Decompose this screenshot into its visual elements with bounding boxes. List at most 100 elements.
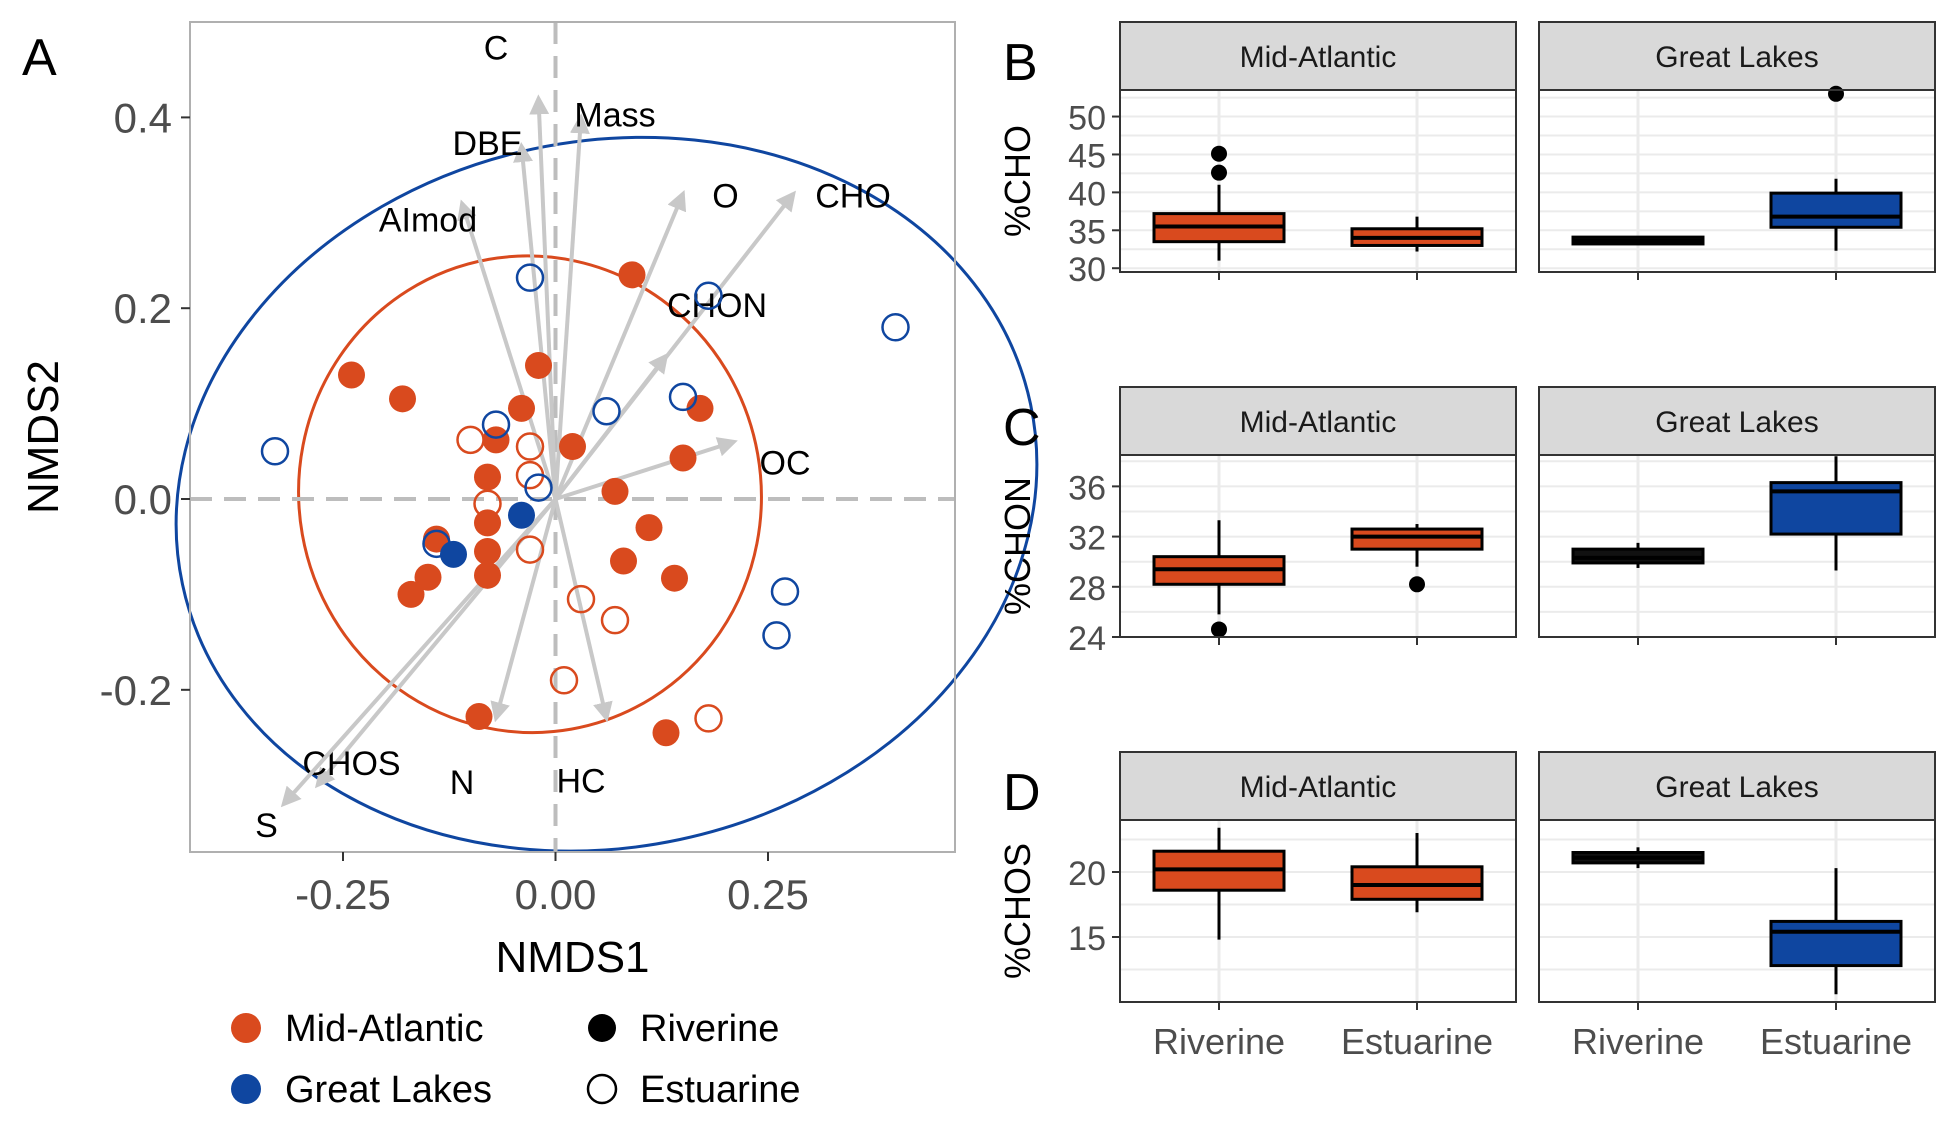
data-point [601,477,629,505]
x-tick-label: Estuarine [1760,1021,1912,1062]
data-point [762,621,791,650]
x-tick-label: 0.25 [727,871,809,918]
facet-frame [1119,89,1517,273]
data-point [559,433,586,461]
legend-key-riverine [588,1014,616,1042]
y-tick-label: 30 [1068,251,1106,289]
facet-strip-label: Great Lakes [1655,406,1818,439]
legend-label: Estuarine [640,1069,801,1111]
data-point [338,361,365,389]
data-point [524,473,553,502]
data-point [610,547,637,575]
y-axis-title: %CHOS [997,843,1038,979]
data-point [668,382,698,412]
vector-arrow [314,497,558,789]
data-point [515,432,545,461]
data-point [508,501,535,529]
data-point [482,426,510,454]
facet-frame [1538,454,1936,638]
data-point [652,719,680,747]
data-point [694,704,723,733]
y-tick-label: 24 [1068,620,1106,658]
data-point [389,385,416,413]
y-tick-label: 50 [1068,100,1106,138]
vector-label: AImod [379,201,477,239]
y-axis-title: %CHON [997,477,1038,615]
vector-arrow [513,142,558,500]
box-outlier [1211,145,1227,162]
data-point [481,410,511,439]
box-body [1350,527,1484,551]
vector-label: DBE [453,125,523,163]
facet-strip [1538,21,1936,91]
facet-frame [1119,454,1517,638]
data-point [474,561,501,589]
facet-strip [1538,751,1936,821]
box-outlier [1211,164,1227,181]
x-tick-label: Estuarine [1341,1021,1493,1062]
panel-label-b: B [1003,34,1038,92]
vector-label: O [712,177,738,215]
facet-great-lakes: Great Lakes Riverine Estuarine [1538,751,1936,1062]
vector-label: Mass [574,96,655,134]
ellipse-mid-atlantic [297,254,763,735]
panel-c: C %CHON 24 28 32 36 Mid-Atlantic Great Lakes [997,386,1936,658]
x-tick-label: Riverine [1153,1021,1285,1062]
y-tick-label: 0.2 [114,285,172,332]
y-tick-label: 40 [1068,175,1106,213]
facet-strip [1119,21,1517,91]
box-outlier [1211,621,1227,638]
data-point [600,605,630,635]
box-outlier [1409,576,1425,593]
data-point [508,394,535,422]
facet-strip-label: Mid-Atlantic [1240,41,1397,74]
facet-mid-atlantic: Mid-Atlantic [1119,386,1517,645]
data-point [694,281,723,311]
legend-label: Great Lakes [285,1069,492,1111]
data-point [881,313,910,342]
panel-a-frame [189,21,956,853]
panel-label-c: C [1003,399,1041,457]
y-axis-title: %CHO [997,125,1038,237]
facet-frame [1538,89,1936,273]
x-tick-label: 0.00 [515,871,597,918]
vector-label: HC [556,762,605,800]
data-point [440,540,467,568]
legend-label: Riverine [640,1008,779,1050]
facet-mid-atlantic: Mid-Atlantic Riverine Estuarine [1119,751,1517,1062]
vector-arrow [554,437,738,501]
vector-label: C [484,30,509,68]
x-tick-label: Riverine [1572,1021,1704,1062]
vector-label: CHO [815,177,891,215]
data-point [618,261,646,289]
facet-frame [1538,819,1936,1003]
y-tick-label: 0.4 [114,94,172,141]
y-tick-label: -0.2 [100,667,172,714]
vector-arrow [553,498,613,723]
facet-strip-label: Mid-Atlantic [1240,406,1397,439]
data-point [260,437,290,466]
y-tick-label: 36 [1068,469,1106,507]
vector-arrow [280,497,557,808]
data-point [465,703,493,731]
data-point [770,577,800,606]
vector-arrow [529,94,558,500]
y-tick-label: 20 [1068,855,1106,893]
vector-label: OC [760,445,811,483]
facet-strip-label: Mid-Atlantic [1240,771,1397,804]
data-point [414,563,442,591]
legend-key-mid-atlantic [231,1013,261,1043]
y-tick-label: 28 [1068,570,1106,608]
data-point [566,584,596,614]
data-point [473,489,502,519]
vector-arrow [490,498,558,723]
y-tick-label: 35 [1068,213,1106,251]
y-axis-title: NMDS2 [19,360,68,514]
data-point [456,425,485,455]
vector-label: S [255,807,278,845]
legend-key-estuarine [586,1073,618,1105]
data-point [525,351,552,379]
vector-arrow [553,113,590,500]
